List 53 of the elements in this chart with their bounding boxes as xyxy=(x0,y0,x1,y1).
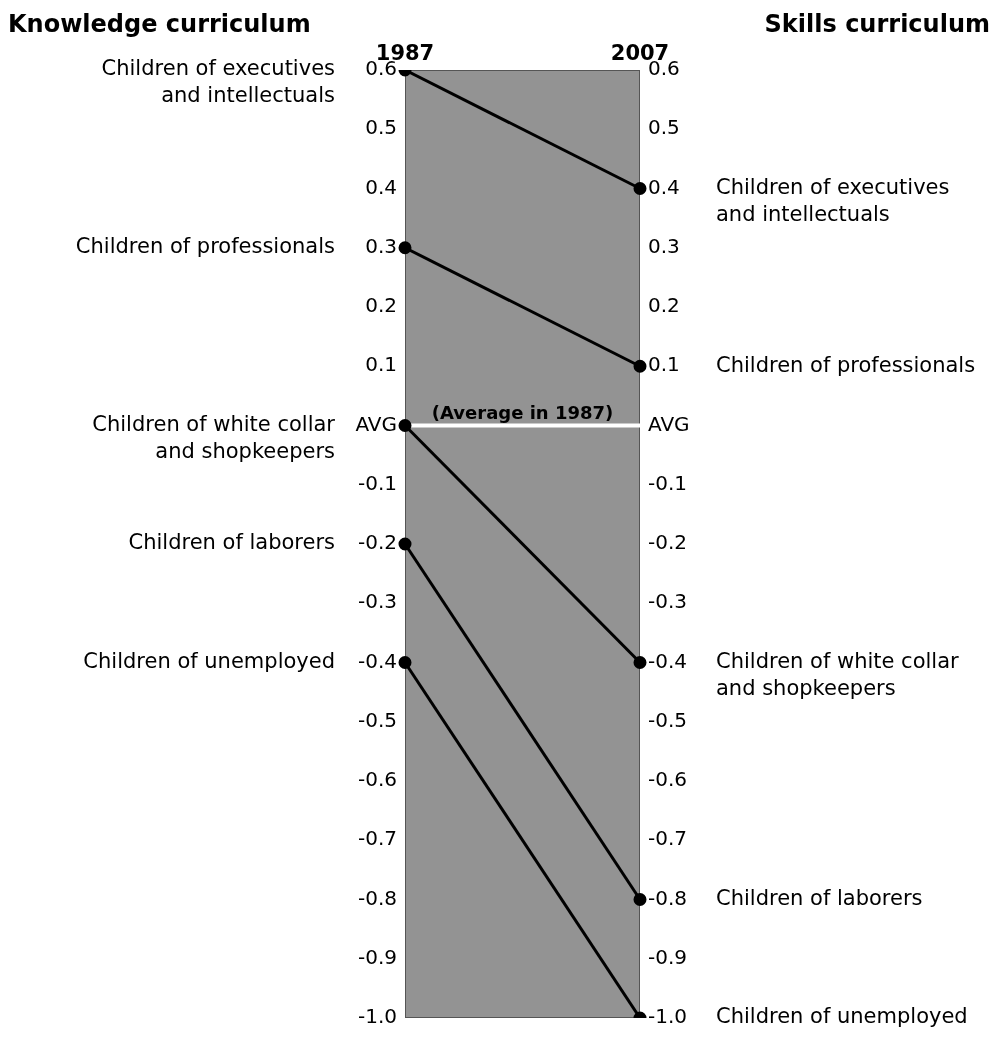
y2-tick-label: 0.5 xyxy=(648,115,680,140)
y-tick-label: -0.9 xyxy=(357,944,397,969)
y2-tick-label: -0.8 xyxy=(648,885,688,910)
point xyxy=(398,537,412,551)
y-tick-label: -0.5 xyxy=(357,707,397,732)
point xyxy=(398,419,412,432)
point xyxy=(633,359,647,373)
y-tick-label: -0.4 xyxy=(357,648,397,673)
point xyxy=(633,656,647,669)
y2-tick-label: -0.9 xyxy=(648,944,688,969)
point xyxy=(398,656,412,669)
y-tick-label: -0.1 xyxy=(357,470,397,495)
y-tick-label: -0.3 xyxy=(357,589,397,614)
point xyxy=(633,893,647,906)
text: Children of executives and intellectuals xyxy=(716,174,950,226)
y-tick-label: 0.4 xyxy=(365,174,397,199)
y-tick-label: 0.1 xyxy=(365,352,397,377)
y-tick-label: AVG xyxy=(355,411,397,436)
y2-tick-label: 0.3 xyxy=(648,233,680,258)
y-tick-label: 0.2 xyxy=(365,293,397,318)
y2-tick-label: -0.5 xyxy=(648,707,688,732)
y2-tick-label: -0.4 xyxy=(648,648,688,673)
y-axis-title: Knowledge curriculum xyxy=(8,10,311,39)
text: Children of professionals xyxy=(75,234,335,259)
text: Children of laborers xyxy=(716,885,923,910)
y-tick-label: -1.0 xyxy=(357,1004,397,1029)
y2-tick-label: -0.1 xyxy=(648,470,688,495)
ref-line-label: (Average in 1987) xyxy=(431,402,614,424)
y2-tick-label: 0.2 xyxy=(648,293,680,318)
y-tick-label: -0.8 xyxy=(357,885,397,910)
text: Children of unemployed xyxy=(83,648,335,673)
y2-tick-label: -0.2 xyxy=(648,530,688,555)
y2-tick-label: -1.0 xyxy=(648,1004,688,1029)
y-tick-label: 0.3 xyxy=(365,233,397,258)
text: Children of white collar and shopkeepers xyxy=(92,411,336,463)
y-tick-label: -0.6 xyxy=(357,767,397,792)
y-tick-label: -0.7 xyxy=(357,826,397,851)
y2-tick-label: AVG xyxy=(648,411,690,436)
y-tick-label: -0.2 xyxy=(357,530,397,555)
y2-tick-label: -0.3 xyxy=(648,589,688,614)
y2-tick-label: 0.1 xyxy=(648,352,680,377)
y-tick-label: 0.5 xyxy=(365,115,397,140)
point xyxy=(633,182,647,195)
text: Children of professionals xyxy=(716,352,976,377)
y2-tick-label: -0.6 xyxy=(648,767,688,792)
text: Children of laborers xyxy=(128,530,335,555)
text: Children of white collar and shopkeepers xyxy=(716,648,959,700)
text: Children of executives and intellectuals xyxy=(101,56,335,108)
y2-tick-label: 0.4 xyxy=(648,174,680,199)
y2-axis-title: Skills curriculum xyxy=(764,10,990,39)
point xyxy=(398,241,412,255)
text: Children of unemployed xyxy=(716,1004,968,1029)
y2-tick-label: -0.7 xyxy=(648,826,688,851)
